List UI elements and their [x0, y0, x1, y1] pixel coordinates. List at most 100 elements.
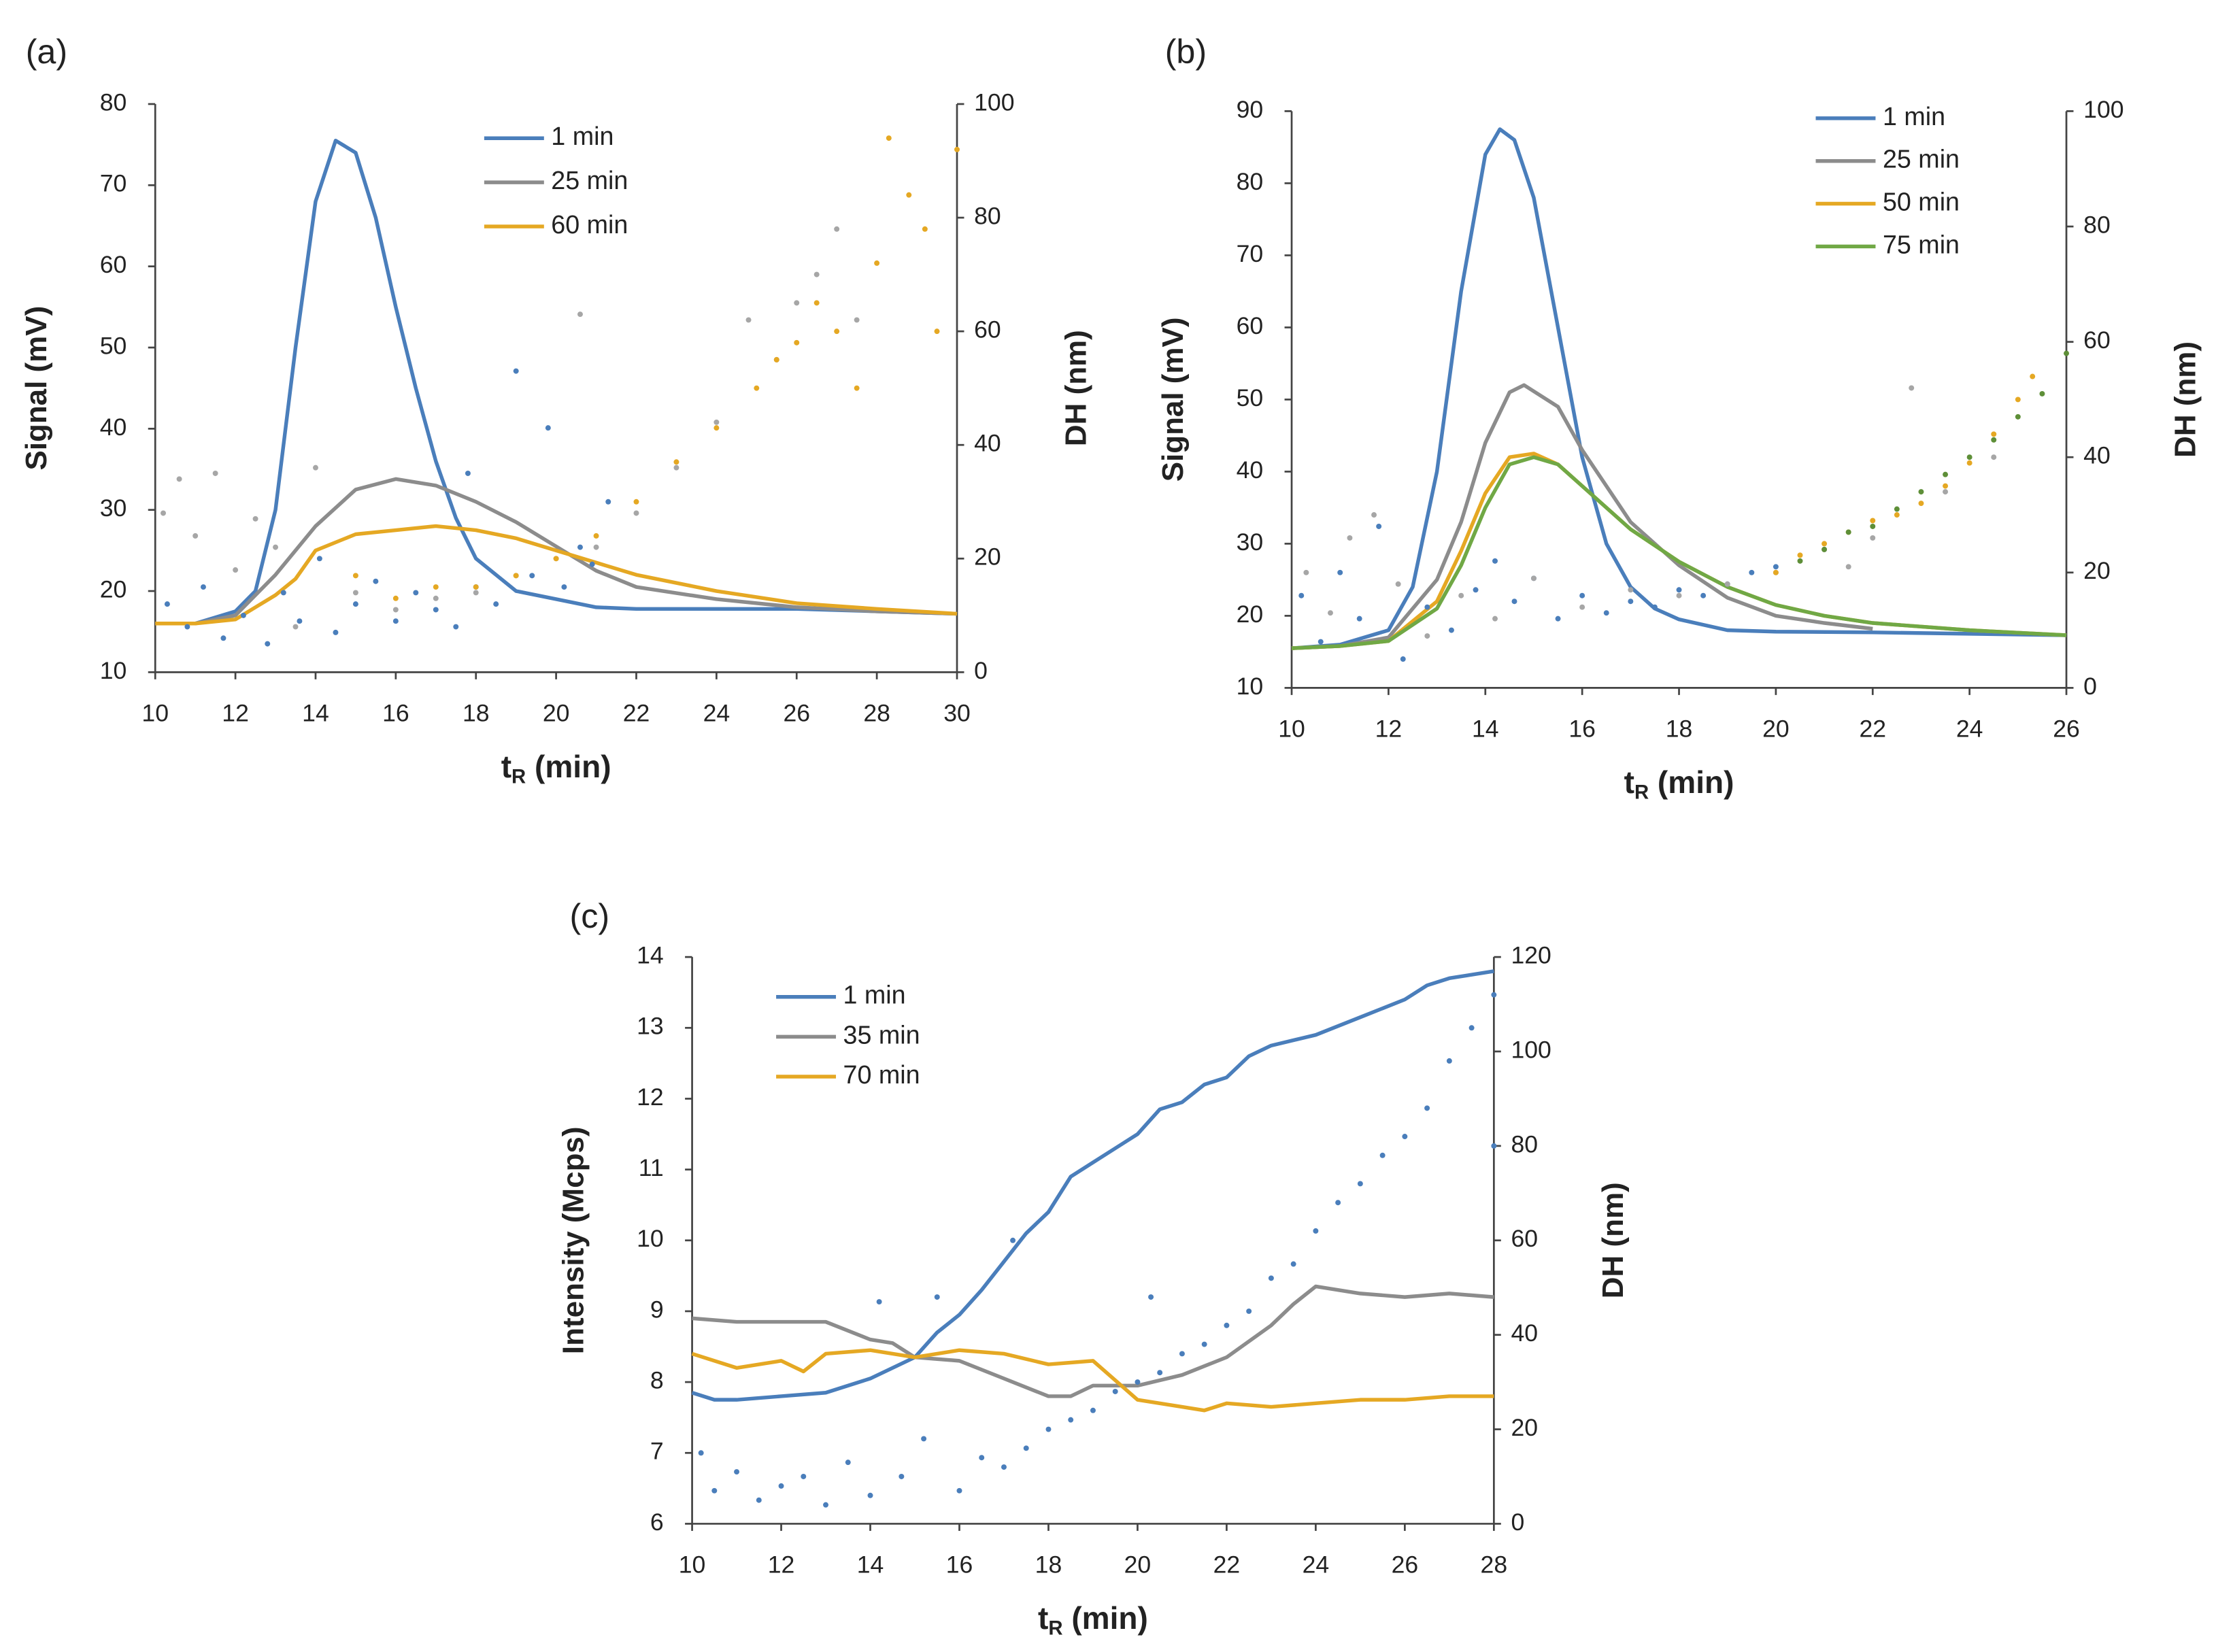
x-tick-label: 16 [946, 1551, 973, 1579]
y-tick-label: 12 [637, 1083, 664, 1111]
scatter-point [164, 601, 170, 607]
x-tick-label: 26 [783, 700, 810, 727]
x-label-main: t [501, 749, 511, 784]
scatter-point [352, 590, 358, 596]
scatter-point [673, 465, 679, 471]
scatter-point [200, 584, 206, 590]
scatter-point [1313, 1228, 1319, 1234]
scatter-point [1797, 552, 1803, 558]
scatter-point [773, 356, 779, 363]
scatter-point [633, 510, 639, 516]
scatter-point [1991, 431, 1997, 437]
scatter-point [1870, 523, 1876, 529]
scatter-point [1347, 535, 1353, 541]
scatter-point [433, 595, 439, 601]
y2-tick-label: 0 [1511, 1508, 1524, 1536]
scatter-point [834, 226, 840, 232]
x-label-main: t [1038, 1600, 1048, 1636]
scatter-point [297, 618, 303, 624]
scatter-point [1303, 569, 1309, 575]
x-tick-label: 10 [1278, 715, 1305, 743]
scatter-point [392, 618, 399, 624]
x-tick-label: 20 [1762, 715, 1790, 743]
scatter-point [1468, 1025, 1475, 1031]
data-line [155, 138, 958, 626]
scatter-point [433, 584, 439, 590]
scatter-point [1337, 569, 1343, 575]
scatter-point [493, 601, 499, 607]
scatter-point [1821, 541, 1828, 547]
scatter-point [273, 544, 279, 550]
x-tick-label: 18 [463, 700, 490, 727]
x-tick-label: 12 [768, 1551, 795, 1579]
scatter-point [1001, 1464, 1007, 1470]
scatter-point [413, 590, 419, 596]
scatter-point [1157, 1370, 1163, 1376]
x-tick-label: 14 [1472, 715, 1499, 743]
scatter-point [713, 425, 720, 431]
scatter-point [1579, 592, 1585, 599]
x-tick-label: 14 [302, 700, 329, 727]
y-tick-label: 11 [639, 1154, 664, 1181]
scatter-point [1290, 1261, 1296, 1267]
legend-label: 35 min [843, 1020, 920, 1049]
scatter-point [1492, 558, 1498, 564]
scatter-point [1335, 1200, 1341, 1206]
scatter-point [513, 573, 519, 579]
y-tick-label: 30 [100, 494, 127, 522]
scatter-point [734, 1469, 740, 1475]
scatter-point [1458, 592, 1464, 599]
y2-tick-label: 100 [2083, 96, 2123, 123]
y-tick-label: 30 [1237, 528, 1264, 556]
scatter-point [1676, 592, 1682, 599]
y-tick-label: 70 [100, 170, 127, 197]
scatter-point [1010, 1237, 1016, 1243]
x-axis-label: tR (min) [1038, 1600, 1148, 1639]
scatter-point [1676, 587, 1682, 593]
y-tick-label: 13 [637, 1013, 664, 1040]
scatter-point [794, 300, 800, 306]
scatter-point [1918, 501, 1924, 507]
x-label-sub: R [1048, 1617, 1062, 1639]
scatter-point [754, 385, 760, 391]
scatter-point [1376, 523, 1382, 529]
y2-tick-label: 0 [2083, 673, 2097, 700]
x-label-sub: R [1634, 781, 1649, 803]
scatter-point [934, 1294, 940, 1300]
scatter-point [240, 612, 246, 618]
y2-tick-label: 40 [974, 430, 1001, 457]
scatter-point [1603, 610, 1609, 616]
scatter-point [265, 641, 271, 647]
scatter-point [854, 385, 860, 391]
scatter-point [1724, 581, 1730, 587]
scatter-point [1966, 454, 1972, 460]
scatter-point [292, 624, 299, 630]
scatter-point [1870, 535, 1876, 541]
scatter-point [1943, 471, 1949, 477]
scatter-point [1845, 529, 1851, 535]
scatter-point [1491, 1143, 1497, 1149]
y-tick-label: 20 [1237, 601, 1264, 628]
data-line [155, 477, 958, 626]
scatter-point [161, 510, 166, 516]
chart-panel: (a) 10 12 14 16 18 20 22 24 26 28 30 10 20 30 40 50 60 70 8… [20, 33, 1092, 788]
scatter-point [1651, 604, 1658, 610]
chart-panel: (b) 10 12 14 16 18 20 22 24 26 10 20 30 40 50 60 70 80 90 0… [1156, 33, 2202, 803]
scatter-point [280, 590, 286, 596]
legend-label: 25 min [551, 166, 628, 195]
x-tick-label: 26 [1392, 1551, 1419, 1579]
legend-label: 1 min [843, 981, 906, 1009]
scatter-point [1773, 569, 1779, 575]
x-tick-label: 10 [141, 700, 169, 727]
y2-tick-label: 120 [1511, 942, 1551, 969]
scatter-point [465, 471, 471, 476]
y-tick-label: 9 [650, 1296, 664, 1323]
x-tick-label: 24 [1303, 1551, 1330, 1579]
y-tick-label: 40 [1237, 456, 1264, 484]
y-tick-label: 70 [1237, 240, 1264, 267]
y-tick-label: 60 [100, 251, 127, 278]
scatter-point [392, 607, 399, 613]
y-tick-label: 80 [1237, 168, 1264, 195]
y-tick-label: 8 [650, 1367, 664, 1394]
data-line [692, 1284, 1494, 1398]
